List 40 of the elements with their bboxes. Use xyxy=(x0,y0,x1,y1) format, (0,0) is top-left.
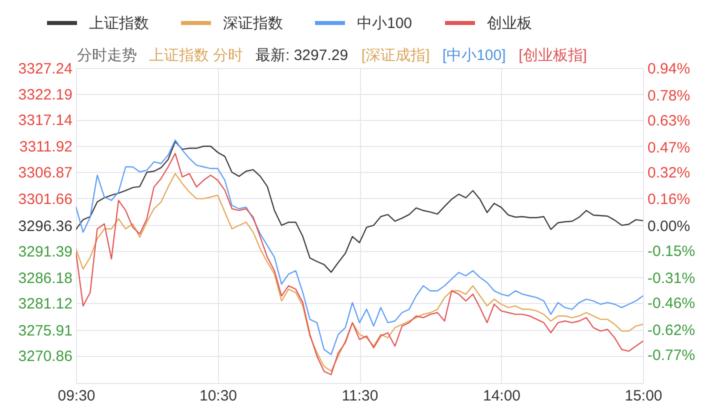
y-tick-label: 3281.12 xyxy=(18,296,72,313)
y2-tick-label: -0.77% xyxy=(648,347,696,364)
y2-tick-label: 0.78% xyxy=(648,87,690,104)
x-tick-label: 11:30 xyxy=(342,388,378,402)
chart-title: 分时走势 xyxy=(77,47,137,64)
y2-tick-label: 0.47% xyxy=(648,139,690,156)
text: [创业板指] xyxy=(518,47,587,64)
y2-tick-label: 0.32% xyxy=(648,164,690,182)
y-tick-label: 3311.92 xyxy=(19,138,72,156)
y2-tick-label: -0.31% xyxy=(648,270,696,287)
y-tick-label: 3291.39 xyxy=(18,243,72,260)
y-tick-label: 3275.91 xyxy=(18,322,72,340)
legend-label: 创业板 xyxy=(487,15,532,32)
y-tick-label: 3322.19 xyxy=(18,86,72,104)
y-tick-label: 3270.86 xyxy=(18,348,72,366)
y2-tick-label: 0.63% xyxy=(648,112,690,130)
text: [中小100] xyxy=(442,47,506,64)
y-tick-label: 3286.18 xyxy=(18,270,72,287)
line-series xyxy=(76,141,643,273)
x-tick-label: 14:00 xyxy=(482,388,521,402)
legend-label: 上证指数 xyxy=(89,15,149,32)
legend-label: 中小100 xyxy=(357,15,412,32)
text: 最新: 3297.29 xyxy=(256,47,348,64)
y-tick-label: 3306.87 xyxy=(18,164,72,182)
y2-tick-label: -0.62% xyxy=(648,322,696,339)
y2-tick-label: 0.94% xyxy=(648,60,690,78)
y-tick-label: 3327.24 xyxy=(18,60,72,78)
y2-tick-label: 0.00% xyxy=(648,218,690,235)
x-tick-label: 10:30 xyxy=(199,388,238,402)
y-tick-label: 3301.66 xyxy=(18,190,72,208)
y2-tick-label: 0.16% xyxy=(648,191,690,208)
text: [深证成指] xyxy=(361,47,430,64)
y2-tick-label: -0.15% xyxy=(648,243,696,260)
y-tick-label: 3296.36 xyxy=(18,218,72,235)
x-tick-label: 15:00 xyxy=(624,388,662,402)
legend-label: 深证指数 xyxy=(223,15,283,32)
y-tick-label: 3317.14 xyxy=(18,112,72,130)
x-tick-label: 09:30 xyxy=(58,388,96,402)
text: 上证指数 分时 xyxy=(149,47,244,64)
y2-tick-label: -0.46% xyxy=(648,295,696,312)
